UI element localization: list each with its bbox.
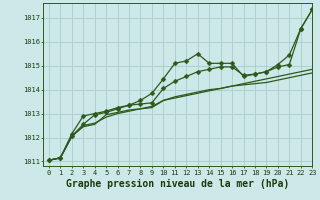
X-axis label: Graphe pression niveau de la mer (hPa): Graphe pression niveau de la mer (hPa) bbox=[66, 178, 289, 189]
